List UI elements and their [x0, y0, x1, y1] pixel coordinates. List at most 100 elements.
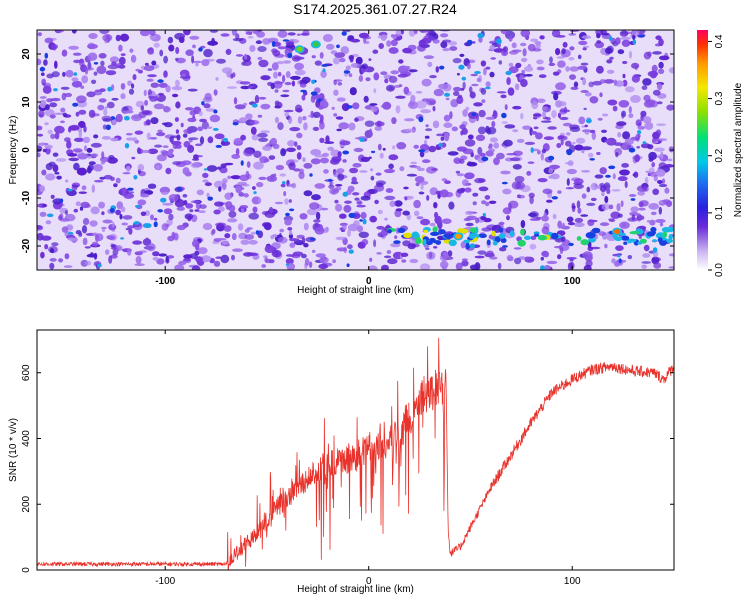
heatmap-cell — [514, 83, 520, 91]
heatmap-cell — [478, 233, 487, 238]
heatmap-cell — [504, 124, 516, 129]
heatmap-cell — [367, 265, 378, 270]
heatmap-cell — [334, 199, 339, 204]
heatmap-cell — [292, 251, 304, 257]
heatmap-cell — [251, 103, 258, 108]
heatmap-cell — [520, 42, 527, 47]
heatmap-cell — [174, 117, 179, 122]
heatmap-cell — [184, 213, 194, 220]
heatmap-cell — [481, 200, 487, 205]
heatmap-cell — [234, 104, 246, 110]
heatmap-cell — [543, 253, 549, 258]
heatmap-cell — [374, 126, 383, 131]
heatmap-cell — [137, 164, 145, 171]
heatmap-cell — [657, 237, 663, 243]
heatmap-cell — [213, 109, 218, 114]
heatmap-cell — [346, 263, 350, 268]
heatmap-cell — [395, 95, 406, 99]
heatmap-cell — [248, 239, 258, 245]
heatmap-cell — [488, 143, 493, 148]
heatmap-cell — [438, 83, 449, 90]
heatmap-cell — [395, 105, 401, 114]
heatmap-cell — [636, 146, 641, 149]
heatmap-cell — [213, 260, 221, 267]
heatmap-cell — [253, 161, 264, 170]
heatmap-cell — [200, 255, 212, 263]
heatmap-cell — [432, 105, 436, 112]
heatmap-cell — [615, 152, 619, 158]
heatmap-cell — [643, 94, 651, 102]
heatmap-cell — [500, 237, 507, 243]
heatmap-cell — [581, 193, 587, 199]
heatmap-cell — [120, 83, 126, 90]
heatmap-cell — [257, 114, 263, 118]
heatmap-cell — [439, 65, 445, 70]
heatmap-cell — [607, 99, 618, 106]
heatmap-cell — [524, 141, 536, 145]
heatmap-cell — [608, 204, 614, 210]
heatmap-cell — [530, 131, 538, 135]
heatmap-cell — [109, 56, 120, 63]
heatmap-cell — [107, 86, 113, 92]
heatmap-cell — [341, 31, 347, 36]
heatmap-cell — [350, 38, 361, 43]
heatmap-cell — [283, 109, 294, 113]
heatmap-cell — [310, 149, 322, 156]
heatmap-cell — [347, 229, 351, 238]
heatmap-cell — [68, 157, 79, 162]
heatmap-cell — [581, 146, 592, 151]
heatmap-cell — [650, 230, 657, 235]
heatmap-cell — [148, 95, 155, 99]
heatmap-cell — [530, 147, 534, 153]
heatmap-cell — [258, 137, 269, 142]
heatmap-cell — [629, 211, 639, 216]
heatmap-cell — [386, 250, 392, 254]
heatmap-cell — [414, 210, 420, 217]
heatmap-cell — [64, 253, 70, 260]
heatmap-cell — [467, 161, 473, 166]
heatmap-cell — [321, 64, 329, 67]
heatmap-cell — [472, 201, 477, 206]
heatmap-cell — [294, 141, 298, 147]
heatmap-cell — [79, 206, 84, 211]
heatmap-cell — [376, 252, 382, 255]
heatmap-cell — [349, 87, 357, 96]
heatmap-cell — [517, 239, 526, 247]
heatmap-cell — [509, 230, 515, 238]
heatmap-cell — [414, 176, 425, 183]
heatmap-cell — [416, 216, 424, 220]
heatmap-cell — [84, 260, 92, 266]
heatmap-cell — [348, 249, 354, 254]
heatmap-cell — [598, 231, 606, 237]
heatmap-cell — [42, 85, 52, 94]
heatmap-cell — [302, 157, 306, 162]
heatmap-cell — [538, 74, 547, 78]
heatmap-cell — [543, 212, 547, 220]
heatmap-cell — [469, 264, 479, 270]
heatmap-cell — [322, 152, 329, 157]
heatmap-cell — [497, 262, 502, 270]
heatmap-cell — [60, 202, 63, 206]
heatmap-cell — [266, 175, 277, 182]
heatmap-cell — [287, 52, 293, 59]
heatmap-cell — [470, 227, 477, 234]
heatmap-cell — [204, 92, 212, 101]
heatmap-cell — [149, 30, 156, 36]
heatmap-cell — [364, 40, 370, 45]
heatmap-cell — [98, 201, 105, 209]
heatmap-cell — [506, 153, 517, 156]
heatmap-cell — [152, 251, 160, 257]
heatmap-cell — [443, 122, 453, 128]
heatmap-cell — [529, 196, 534, 205]
heatmap-cell — [631, 74, 641, 83]
heatmap-cell — [203, 168, 208, 171]
heatmap-cell — [501, 121, 508, 124]
heatmap-cell — [263, 222, 272, 231]
heatmap-cell — [289, 208, 295, 212]
heatmap-cell — [643, 51, 652, 60]
heatmap-cell — [397, 227, 406, 234]
heatmap-cell — [624, 86, 635, 93]
heatmap-cell — [94, 234, 100, 243]
heatmap-cell — [287, 140, 296, 147]
heatmap-cell — [354, 117, 359, 122]
